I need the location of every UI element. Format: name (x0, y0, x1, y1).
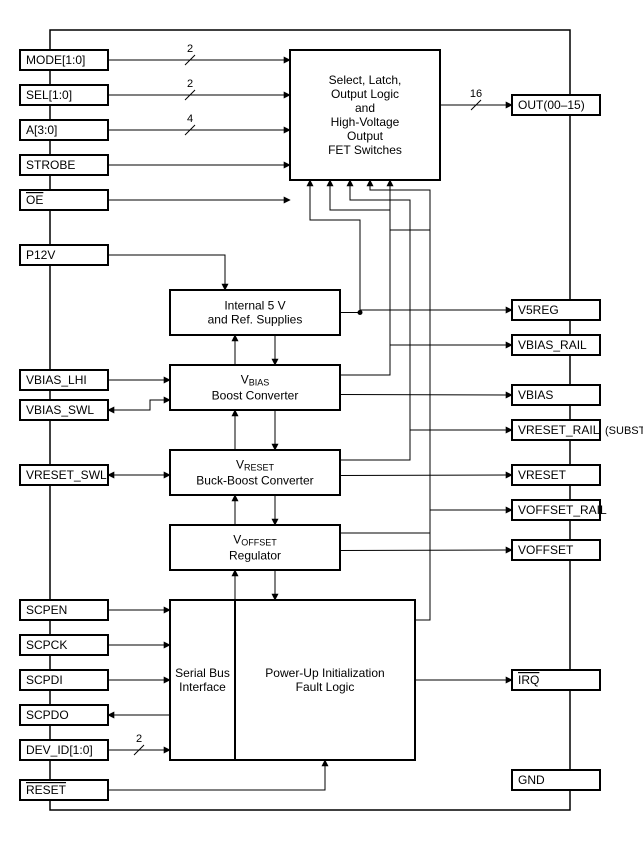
annotation-vreset_rail: (SUBSTRATE) (605, 425, 643, 437)
signal-label-scpen: SCPEN (26, 603, 67, 617)
signal-label-a: A[3:0] (26, 123, 57, 137)
signal-label-vbias_rail: VBIAS_RAIL (518, 338, 587, 352)
bus-out-width: 16 (470, 88, 482, 100)
signal-label-out: OUT(00–15) (518, 98, 585, 112)
bus-sel-width: 2 (187, 78, 193, 90)
block-vreset (170, 450, 340, 495)
wire-p12v (108, 255, 225, 290)
block-label-serial-0: Serial Bus (175, 666, 230, 680)
signal-label-voffset_rail: VOFFSET_RAIL (518, 503, 607, 517)
block-label-pwrup-0: Power-Up Initialization (265, 666, 384, 680)
signal-label-gnd: GND (518, 773, 545, 787)
wire-reset (108, 760, 325, 790)
block-label-voffset-1: Regulator (229, 549, 281, 563)
signal-label-voffset: VOFFSET (518, 543, 574, 557)
signal-label-v5reg: V5REG (518, 303, 559, 317)
signal-label-vreset_rail: VRESET_RAIL (518, 423, 600, 437)
wire-vbias-rail (340, 345, 512, 375)
block-label-int5v-1: and Ref. Supplies (208, 313, 303, 327)
signal-label-vbias: VBIAS (518, 388, 553, 402)
wire-vreset-rail (340, 430, 512, 460)
block-label-logic-0: Select, Latch, (329, 73, 402, 87)
wire-vbias (340, 395, 512, 396)
signal-label-vreset: VRESET (518, 468, 567, 482)
wire-voffset-rail (340, 510, 512, 533)
signal-label-mode: MODE[1:0] (26, 53, 85, 67)
wire-v5reg (360, 310, 512, 313)
block-label-logic-5: FET Switches (328, 143, 402, 157)
signal-label-strobe: STROBE (26, 158, 75, 172)
signal-label-irq: IRQ (518, 673, 539, 687)
block-diagram: MODE[1:0] SEL[1:0] A[3:0] STROBE OE P12V VBIAS… (10, 10, 643, 832)
signal-label-scpdi: SCPDI (26, 673, 63, 687)
wire-voffset (340, 550, 512, 551)
block-label-int5v-0: Internal 5 V (224, 299, 285, 313)
block-label-logic-3: High-Voltage (331, 115, 400, 129)
block-voffset (170, 525, 340, 570)
signal-label-oe: OE (26, 193, 43, 207)
signal-label-reset: RESET (26, 783, 67, 797)
block-label-vbias-1: Boost Converter (212, 389, 299, 403)
block-label-serial-1: Interface (179, 680, 226, 694)
block-label-pwrup-1: Fault Logic (296, 680, 355, 694)
wire-vreset-logic (350, 180, 410, 430)
signal-label-sel: SEL[1:0] (26, 88, 72, 102)
signal-label-dev_id: DEV_ID[1:0] (26, 743, 93, 757)
signal-label-scpck: SCPCK (26, 638, 67, 652)
bus-mode-width: 2 (187, 43, 193, 55)
signal-label-vbias_lhi: VBIAS_LHI (26, 373, 87, 387)
block-label-vreset-1: Buck-Boost Converter (196, 474, 313, 488)
signal-label-vreset_swl: VRESET_SWL (26, 468, 107, 482)
signal-label-vbias_swl: VBIAS_SWL (26, 403, 94, 417)
bus-devid-width: 2 (136, 733, 142, 745)
bus-a-width: 4 (187, 113, 193, 125)
block-vbias (170, 365, 340, 410)
signal-label-scpdo: SCPDO (26, 708, 69, 722)
block-label-logic-1: Output Logic (331, 87, 399, 101)
wire-vreset (340, 475, 512, 476)
block-label-logic-2: and (355, 101, 375, 115)
signal-label-p12v: P12V (26, 248, 55, 262)
block-label-logic-4: Output (347, 129, 384, 143)
wire-vbias-swl (108, 400, 170, 410)
